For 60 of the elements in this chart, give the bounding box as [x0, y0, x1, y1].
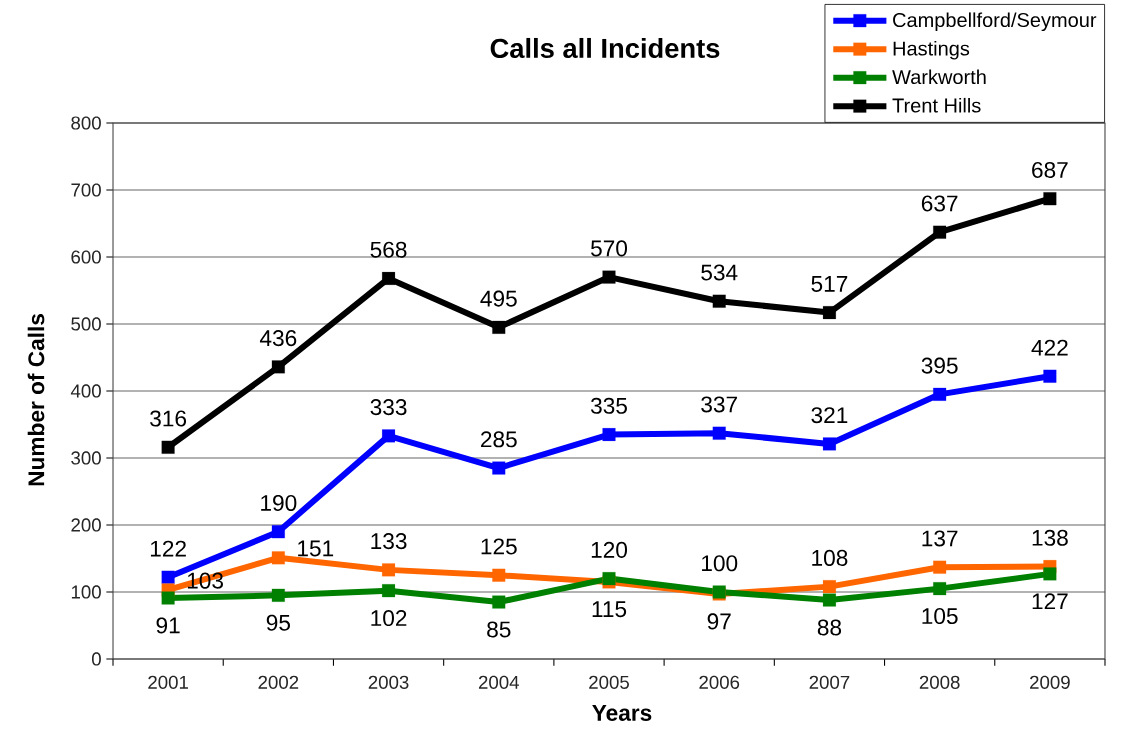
data-label: 138	[1032, 529, 1068, 546]
data-label: 137	[922, 530, 958, 547]
data-label: 321	[811, 407, 848, 424]
data-label: 100	[702, 555, 738, 572]
x-tick-label: 2007	[809, 675, 850, 689]
x-tick-label: 2006	[699, 675, 740, 689]
y-tick-label: 700	[71, 183, 101, 197]
data-label: 335	[590, 397, 627, 414]
data-label: 316	[150, 410, 187, 427]
data-label: 102	[371, 610, 407, 627]
data-label: 122	[150, 540, 186, 557]
legend-label: Warkworth	[892, 69, 986, 85]
data-label: 85	[487, 621, 511, 638]
data-label: 534	[701, 264, 738, 281]
data-label: 125	[481, 538, 517, 555]
data-label: 88	[817, 619, 842, 636]
x-tick-label: 2008	[919, 675, 960, 689]
data-label: 120	[591, 541, 628, 558]
data-label: 108	[812, 549, 848, 566]
data-label: 436	[259, 330, 297, 347]
data-label: 127	[1032, 593, 1068, 610]
x-axis-title: Years	[592, 705, 652, 721]
y-tick-label: 0	[91, 652, 101, 666]
data-label: 95	[266, 614, 290, 631]
chart-title: Calls all Incidents	[490, 37, 720, 59]
legend-label: Campbellford/Seymour	[893, 12, 1097, 32]
data-label: 133	[371, 533, 407, 550]
y-tick-label: 200	[71, 518, 101, 532]
y-tick-label: 400	[70, 384, 101, 398]
y-tick-label: 100	[71, 585, 101, 599]
data-label: 115	[592, 601, 627, 618]
x-tick-label: 2003	[368, 675, 409, 689]
y-tick-label: 300	[71, 451, 101, 465]
x-tick-label: 2002	[258, 675, 299, 689]
y-axis-title: Number of Calls	[27, 314, 45, 486]
data-label: 91	[156, 617, 180, 634]
legend-label: Hastings	[893, 40, 970, 60]
data-label: 285	[481, 431, 517, 448]
data-label: 517	[811, 276, 848, 292]
x-tick-label: 2001	[148, 675, 188, 689]
data-label: 570	[590, 240, 628, 257]
data-label: 687	[1032, 161, 1068, 179]
data-label: 337	[701, 396, 737, 413]
data-label: 422	[1031, 339, 1068, 356]
y-tick-label: 600	[71, 250, 101, 264]
y-tick-label: 500	[71, 317, 101, 331]
data-label: 637	[921, 195, 958, 212]
data-label: 395	[921, 357, 958, 374]
y-tick-label: 800	[71, 116, 101, 130]
data-label: 568	[370, 241, 407, 258]
x-tick-label: 2004	[478, 675, 519, 689]
data-label: 97	[707, 613, 731, 630]
x-tick-label: 2009	[1030, 675, 1070, 689]
x-tick-label: 2005	[589, 675, 629, 689]
data-label: 190	[261, 494, 297, 511]
legend-label: Trent Hills	[892, 97, 981, 113]
data-label: 333	[370, 399, 407, 416]
data-label: 151	[298, 540, 334, 557]
data-label: 495	[480, 290, 517, 307]
data-label: 105	[922, 608, 958, 625]
